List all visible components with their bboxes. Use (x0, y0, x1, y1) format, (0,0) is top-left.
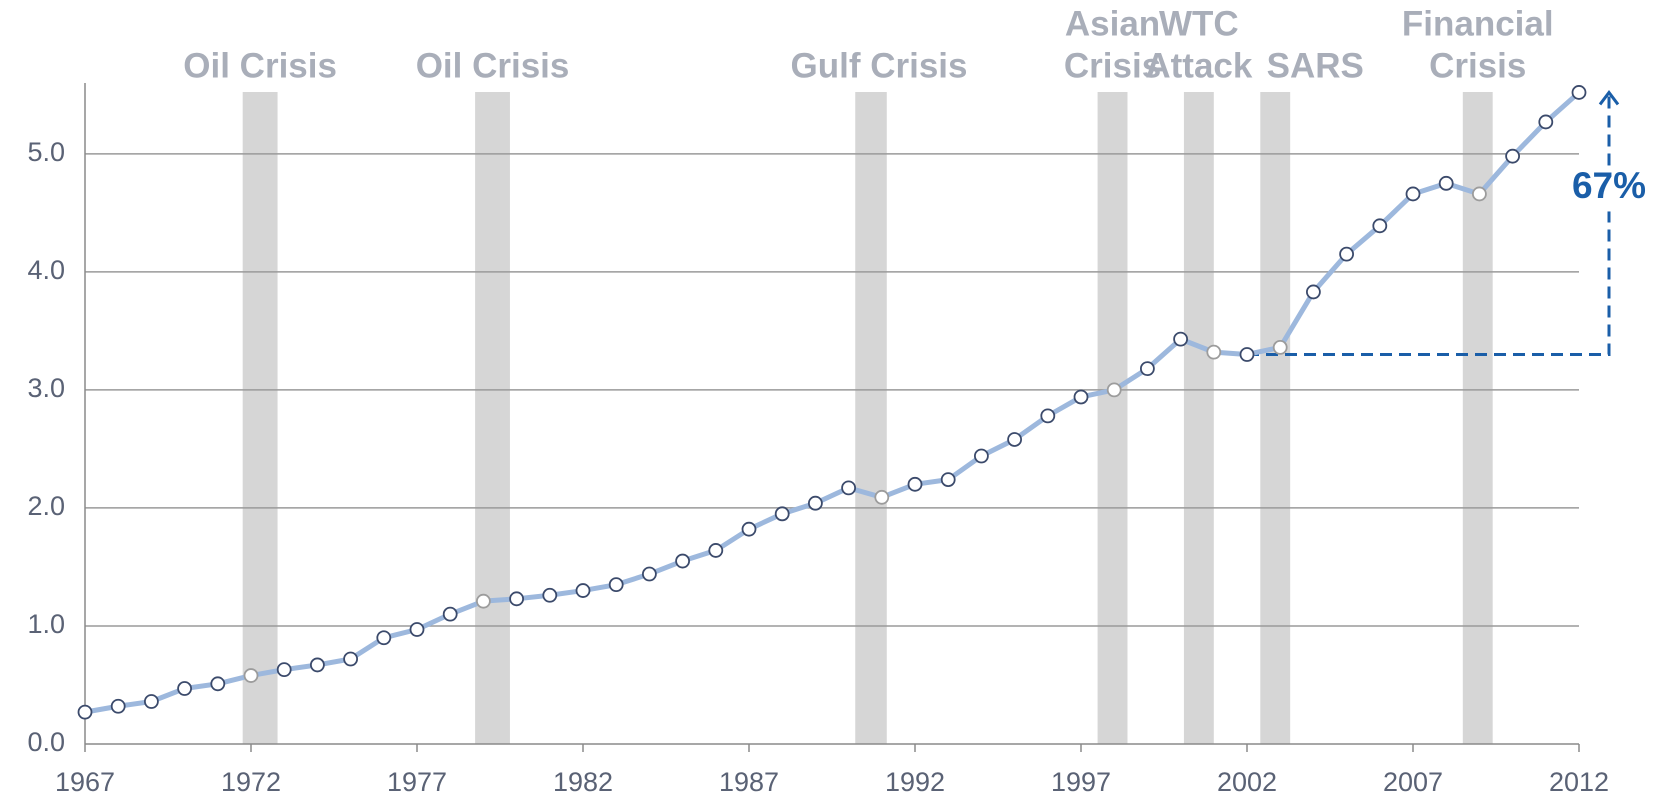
crisis-label: Oil Crisis (416, 46, 570, 85)
data-point (575, 583, 591, 598)
data-point (210, 676, 226, 692)
crisis-label: Oil Crisis (183, 46, 337, 85)
crisis-label: Crisis (1064, 46, 1161, 85)
data-point (907, 476, 923, 492)
x-tick-label: 1992 (885, 767, 945, 797)
data-point (675, 553, 690, 569)
data-point (475, 593, 491, 609)
data-point (77, 704, 93, 720)
data-point (509, 591, 524, 607)
crisis-label: Crisis (1429, 46, 1526, 85)
data-point (940, 472, 956, 488)
data-point (708, 543, 724, 558)
data-point (177, 681, 193, 696)
data-point (1538, 114, 1554, 130)
y-tick-label: 5.0 (27, 137, 65, 167)
x-tick-label: 2012 (1549, 767, 1609, 797)
data-point (1505, 148, 1520, 164)
data-point (1306, 284, 1321, 300)
data-point (774, 506, 790, 522)
data-point (841, 480, 856, 496)
annotation-label: 67% (1572, 165, 1646, 206)
crisis-label: SARS (1267, 46, 1364, 85)
data-point (143, 694, 159, 709)
data-point (376, 630, 392, 646)
data-point (1405, 186, 1421, 202)
y-tick-label: 3.0 (27, 373, 65, 403)
data-point (974, 448, 989, 464)
crisis-band (1183, 92, 1214, 744)
data-point (343, 651, 359, 667)
y-tick-label: 1.0 (27, 609, 65, 639)
data-point (608, 577, 624, 593)
x-tick-label: 2007 (1383, 767, 1443, 797)
x-tick-label: 1967 (55, 767, 115, 797)
annotation-bg (1603, 165, 1615, 212)
crisis-label: Financial (1402, 4, 1554, 43)
data-point (1106, 382, 1122, 398)
x-tick-label: 1977 (387, 767, 447, 797)
data-point (1272, 339, 1288, 355)
data-point (1040, 408, 1056, 424)
y-tick-label: 2.0 (27, 491, 65, 521)
data-point (808, 495, 823, 511)
data-point (309, 657, 325, 673)
crisis-label: Attack (1145, 46, 1253, 85)
crisis-label: WTC (1159, 4, 1239, 43)
data-point (741, 521, 757, 537)
y-tick-label: 4.0 (27, 255, 65, 285)
crisis-band (242, 92, 278, 744)
crisis-band (855, 92, 887, 744)
data-point (1239, 347, 1255, 362)
data-point (1206, 344, 1222, 360)
crisis-band (1097, 92, 1128, 744)
data-point (110, 698, 126, 714)
data-point (642, 566, 657, 582)
x-tick-label: 1997 (1051, 767, 1111, 797)
crisis-band (475, 92, 510, 744)
data-point (243, 668, 259, 683)
data-point (1339, 246, 1354, 262)
data-point (1472, 186, 1487, 202)
crisis-label: Gulf Crisis (791, 46, 968, 85)
y-tick-label: 0.0 (27, 727, 65, 757)
data-point (1073, 389, 1089, 405)
data-point (542, 587, 558, 603)
data-point (1438, 175, 1454, 191)
data-point (874, 489, 890, 505)
data-point (276, 662, 292, 678)
data-point (1571, 85, 1587, 100)
series-line (84, 90, 1581, 715)
data-point (442, 606, 458, 622)
x-tick-label: 1972 (221, 767, 281, 797)
x-tick-label: 2002 (1217, 767, 1277, 797)
annotation-arrowhead (1598, 89, 1620, 106)
data-point (1372, 218, 1388, 234)
crisis-band (1260, 92, 1291, 744)
crisis-label: Asian (1065, 4, 1160, 43)
data-point (1173, 331, 1188, 347)
data-point (1140, 361, 1155, 377)
x-tick-label: 1987 (719, 767, 779, 797)
x-tick-label: 1982 (553, 767, 613, 797)
data-point (1007, 432, 1022, 447)
data-point (409, 622, 425, 637)
